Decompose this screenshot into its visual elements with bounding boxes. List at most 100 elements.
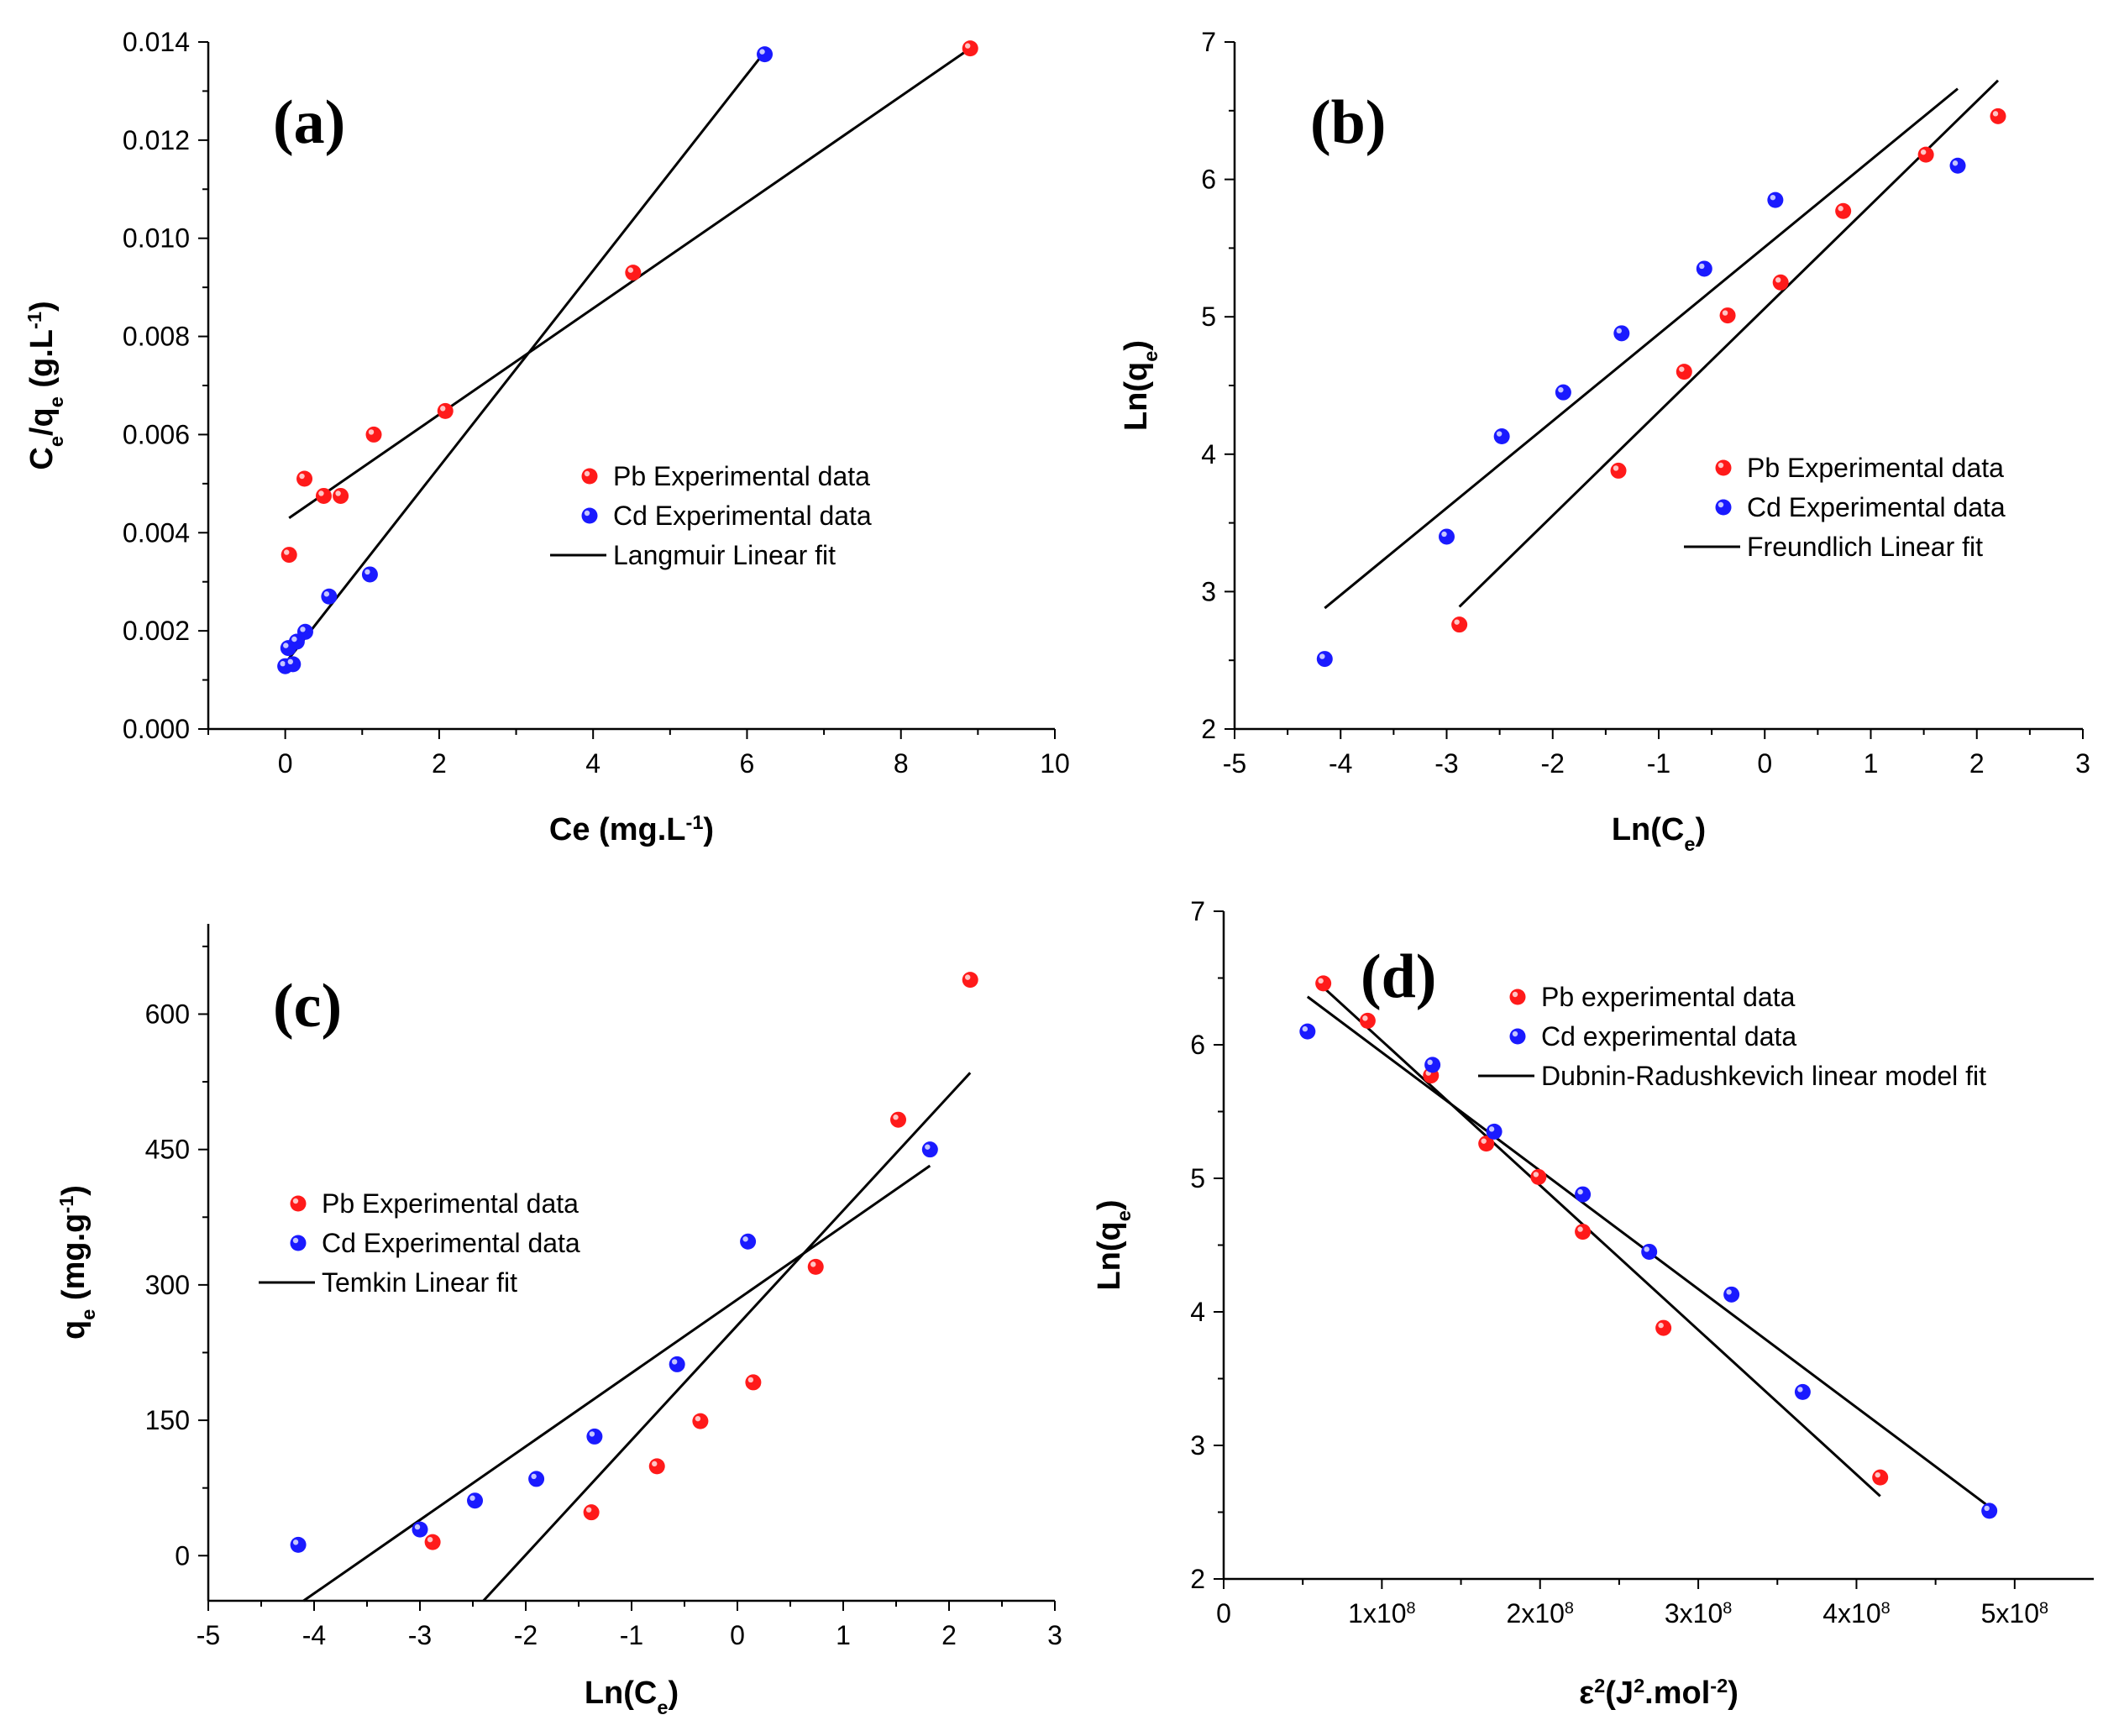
legend-marker-highlight bbox=[292, 1237, 299, 1244]
data-point-highlight bbox=[323, 591, 330, 597]
data-point-highlight bbox=[925, 1144, 931, 1150]
legend: Pb Experimental data Cd Experimental data… bbox=[1684, 453, 2006, 562]
data-point-cd bbox=[412, 1521, 428, 1538]
data-point-cd bbox=[1767, 191, 1784, 208]
data-point-highlight bbox=[742, 1236, 748, 1242]
x-axis-title: ε2(J2.mol-2) bbox=[1579, 1675, 1739, 1711]
x-tick-label: -1 bbox=[1647, 748, 1670, 779]
data-point-highlight bbox=[1920, 149, 1927, 155]
chart-panel-c: -5 -4 -3 -2 -1 0 1 2 3 0 150 300 450 600 Ln(Ce) qe (mg.… bbox=[55, 924, 1062, 1718]
data-point-highlight bbox=[1797, 1387, 1803, 1392]
y-tick-label: 5 bbox=[1201, 302, 1216, 332]
x-tick-label: 1 bbox=[1864, 748, 1879, 779]
chart-panel-b: -5 -4 -3 -2 -1 0 1 2 3 2 3 4 5 6 7 Ln(Ce) Ln(qe) (b) Pb Ex… bbox=[1119, 27, 2090, 855]
data-point-pb bbox=[424, 1534, 441, 1550]
data-point-highlight bbox=[283, 642, 289, 648]
y-tick-label: 2 bbox=[1190, 1564, 1205, 1594]
legend-entry: Pb experimental data bbox=[1541, 982, 1796, 1012]
y-tick-label: 0.006 bbox=[123, 419, 190, 449]
data-point-cd bbox=[921, 1141, 938, 1158]
legend: Pb Experimental data Cd Experimental data… bbox=[259, 1188, 580, 1298]
fit-line-cd bbox=[1324, 87, 1959, 610]
y-tick-label: 6 bbox=[1190, 1030, 1205, 1060]
data-point-pb bbox=[1530, 1168, 1547, 1185]
y-axis-title: Ce/qe (g.L-1) bbox=[24, 301, 67, 469]
x-tick-label: 0 bbox=[278, 748, 293, 779]
data-point-pb bbox=[1676, 364, 1692, 380]
data-point-cd bbox=[1299, 1023, 1316, 1040]
legend-marker-pb bbox=[581, 468, 598, 485]
legend-entry: Cd experimental data bbox=[1541, 1021, 1796, 1052]
x-tick-label: -4 bbox=[1329, 748, 1352, 779]
data-point-cd bbox=[1949, 157, 1966, 174]
data-point-highlight bbox=[1558, 386, 1564, 393]
y-tick-label: 150 bbox=[145, 1405, 190, 1435]
data-point-highlight bbox=[671, 1359, 678, 1365]
x-axis-title: Ce (mg.L-1) bbox=[549, 811, 714, 847]
legend-entry: Pb Experimental data bbox=[322, 1188, 579, 1219]
data-point-highlight bbox=[965, 43, 971, 49]
legend-entry: Pb Experimental data bbox=[613, 461, 870, 491]
fit-line-pb bbox=[1322, 986, 1881, 1497]
data-point-pb bbox=[1917, 146, 1934, 163]
y-tick-label: 4 bbox=[1201, 439, 1216, 469]
x-tick-label: 3x108 bbox=[1665, 1598, 1732, 1628]
legend-entry: Cd Experimental data bbox=[1747, 492, 2006, 522]
data-point-highlight bbox=[589, 1431, 595, 1437]
data-point-highlight bbox=[1302, 1025, 1308, 1032]
data-point-pb bbox=[1451, 616, 1468, 633]
data-point-highlight bbox=[1875, 1471, 1880, 1478]
y-tick-label: 450 bbox=[145, 1135, 190, 1165]
x-axis-title: Ln(Ce) bbox=[1612, 812, 1706, 855]
fit-line-pb bbox=[482, 1072, 972, 1602]
x-tick-label: 0 bbox=[1216, 1598, 1231, 1628]
legend-marker-pb bbox=[290, 1195, 307, 1212]
data-point-pb bbox=[1575, 1224, 1592, 1240]
y-tick-label: 2 bbox=[1201, 714, 1216, 744]
data-point-cd bbox=[1575, 1186, 1592, 1203]
data-point-cd bbox=[740, 1233, 757, 1250]
data-point-pb bbox=[365, 426, 382, 443]
data-point-cd bbox=[1439, 528, 1455, 545]
y-tick-label: 7 bbox=[1201, 27, 1216, 57]
x-tick-label: 10 bbox=[1040, 748, 1070, 779]
chart-panel-a: 0 2 4 6 8 10 0.000 0.002 0.004 0.006 0.008 0.010 0.0… bbox=[24, 27, 1070, 847]
y-tick-label: 3 bbox=[1201, 576, 1216, 606]
panel-label: (c) bbox=[273, 972, 342, 1041]
data-point-highlight bbox=[965, 974, 971, 980]
legend-marker-highlight bbox=[1512, 1031, 1518, 1037]
data-point-pb bbox=[692, 1413, 709, 1429]
x-tick-label: -2 bbox=[514, 1620, 538, 1650]
data-point-highlight bbox=[1770, 194, 1776, 201]
x-tick-label: 1 bbox=[836, 1620, 851, 1650]
data-point-highlight bbox=[287, 658, 293, 665]
data-point-highlight bbox=[1658, 1322, 1664, 1329]
y-tick-label: 0.014 bbox=[123, 27, 190, 57]
x-tick-label: -2 bbox=[1541, 748, 1565, 779]
x-tick-label: -5 bbox=[197, 1620, 220, 1650]
data-point-cd bbox=[1486, 1123, 1503, 1140]
data-point-cd bbox=[1493, 428, 1510, 445]
data-point-highlight bbox=[427, 1536, 433, 1543]
legend-marker-pb bbox=[1509, 989, 1526, 1005]
y-tick-label: 0.010 bbox=[123, 223, 190, 254]
data-point-cd bbox=[1981, 1503, 1998, 1519]
data-point-highlight bbox=[1613, 465, 1619, 471]
x-tick-label: 4 bbox=[585, 748, 600, 779]
y-tick-label: 600 bbox=[145, 999, 190, 1029]
data-point-highlight bbox=[747, 1377, 754, 1383]
legend-marker-cd bbox=[1715, 499, 1732, 516]
data-point-highlight bbox=[1577, 1226, 1583, 1232]
fit-line-cd bbox=[302, 1164, 931, 1602]
data-point-cd bbox=[1641, 1243, 1658, 1260]
data-point-cd bbox=[1696, 260, 1712, 277]
data-point-highlight bbox=[1679, 366, 1685, 372]
legend-marker-cd bbox=[1509, 1028, 1526, 1045]
y-axis-title: Ln(qe) bbox=[1092, 1199, 1135, 1290]
data-point-highlight bbox=[1577, 1188, 1583, 1195]
legend-marker-highlight bbox=[584, 470, 590, 477]
data-point-cd bbox=[285, 656, 302, 673]
data-point-highlight bbox=[291, 636, 297, 642]
y-tick-label: 0.004 bbox=[123, 517, 190, 548]
data-point-pb bbox=[648, 1458, 665, 1475]
